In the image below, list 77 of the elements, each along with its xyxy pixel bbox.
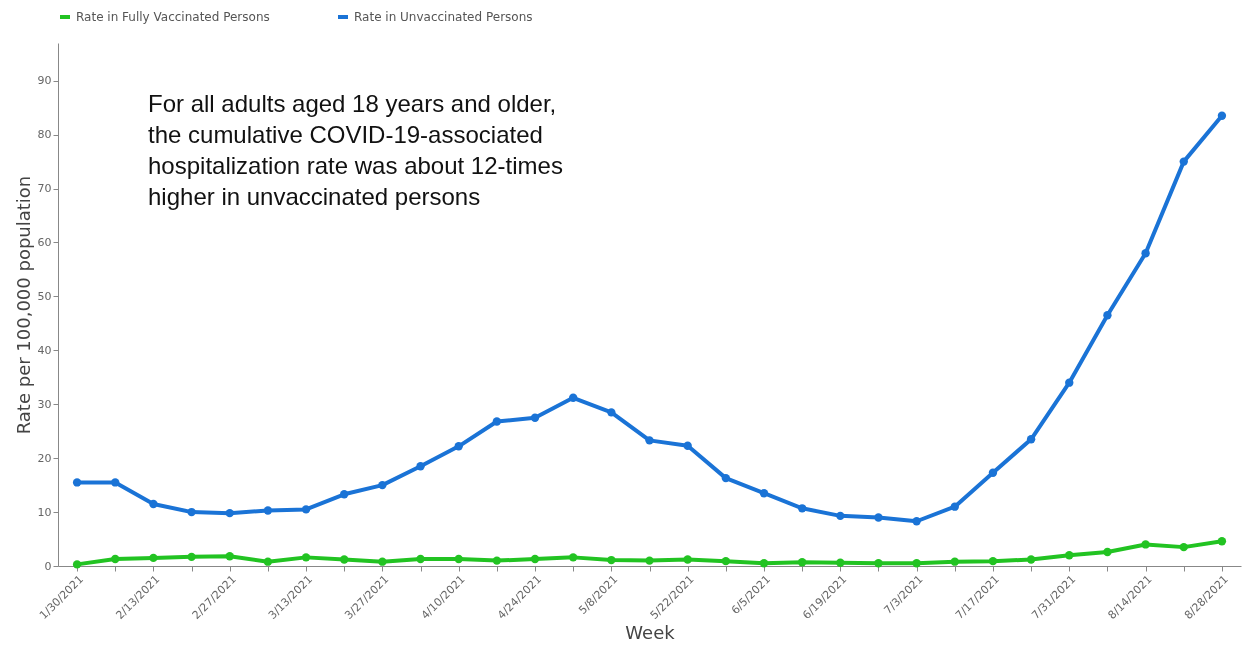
point bbox=[912, 559, 921, 568]
point bbox=[645, 556, 654, 565]
point bbox=[721, 556, 731, 566]
y-tick-label: 80 bbox=[37, 128, 52, 142]
point bbox=[416, 554, 425, 564]
y-tick-label: 20 bbox=[37, 451, 52, 465]
legend-label: Rate in Unvaccinated Persons bbox=[354, 10, 533, 24]
point bbox=[340, 490, 349, 499]
point bbox=[1141, 249, 1150, 258]
point bbox=[759, 489, 769, 498]
point bbox=[454, 442, 463, 451]
y-tick-label: 40 bbox=[37, 343, 52, 357]
x-axis-title: Week bbox=[625, 622, 676, 644]
point bbox=[683, 441, 692, 450]
point bbox=[797, 504, 807, 513]
point bbox=[988, 468, 998, 477]
y-axis-title: Rate per 100,000 population bbox=[12, 175, 34, 435]
point bbox=[263, 506, 273, 515]
point bbox=[1103, 547, 1112, 557]
point bbox=[187, 552, 196, 562]
point bbox=[263, 557, 273, 566]
point bbox=[340, 555, 349, 564]
point bbox=[1103, 311, 1112, 320]
point bbox=[1065, 551, 1074, 560]
point bbox=[988, 556, 998, 566]
point bbox=[607, 555, 616, 565]
point bbox=[1141, 540, 1150, 549]
y-tick-label: 0 bbox=[44, 559, 52, 573]
y-tick-label: 70 bbox=[37, 182, 52, 196]
point bbox=[225, 552, 234, 561]
point bbox=[454, 554, 463, 564]
point bbox=[301, 553, 311, 562]
point bbox=[950, 557, 959, 566]
point bbox=[759, 559, 769, 568]
point bbox=[836, 558, 845, 567]
point bbox=[416, 462, 425, 471]
annotation: For all adults aged 18 years and older, the cumulative COVID-19-associated hospitalization rate was about 12-times higher in unvaccinated persons bbox=[148, 90, 563, 210]
y-tick-label: 90 bbox=[37, 74, 52, 88]
point bbox=[950, 502, 959, 511]
point bbox=[607, 408, 616, 417]
point bbox=[530, 554, 540, 564]
legend-label: Rate in Fully Vaccinated Persons bbox=[76, 10, 270, 24]
point bbox=[721, 473, 731, 483]
point bbox=[149, 499, 158, 509]
point bbox=[568, 393, 578, 402]
point bbox=[1179, 157, 1188, 166]
point bbox=[836, 511, 845, 521]
point bbox=[492, 417, 502, 426]
point bbox=[530, 413, 540, 422]
point bbox=[683, 555, 692, 564]
y-tick-label: 30 bbox=[37, 397, 52, 411]
point bbox=[149, 553, 158, 563]
point bbox=[1217, 537, 1227, 546]
point bbox=[492, 556, 502, 565]
y-tick-label: 10 bbox=[37, 505, 52, 519]
point bbox=[111, 478, 120, 487]
point bbox=[1065, 378, 1074, 387]
point bbox=[72, 560, 82, 569]
point bbox=[378, 480, 387, 490]
point bbox=[1217, 111, 1227, 120]
point bbox=[568, 553, 578, 562]
point bbox=[912, 517, 921, 526]
point bbox=[1026, 435, 1036, 444]
y-tick-label: 50 bbox=[37, 289, 52, 303]
point bbox=[1026, 555, 1036, 564]
point bbox=[111, 554, 120, 564]
point bbox=[225, 508, 234, 518]
point bbox=[378, 557, 387, 566]
point bbox=[797, 558, 807, 567]
point bbox=[645, 436, 654, 445]
point bbox=[1179, 542, 1188, 552]
point bbox=[187, 507, 196, 517]
point bbox=[72, 478, 82, 487]
y-tick-label: 60 bbox=[37, 235, 52, 249]
point bbox=[874, 513, 883, 522]
point bbox=[301, 505, 311, 514]
point bbox=[874, 559, 883, 568]
